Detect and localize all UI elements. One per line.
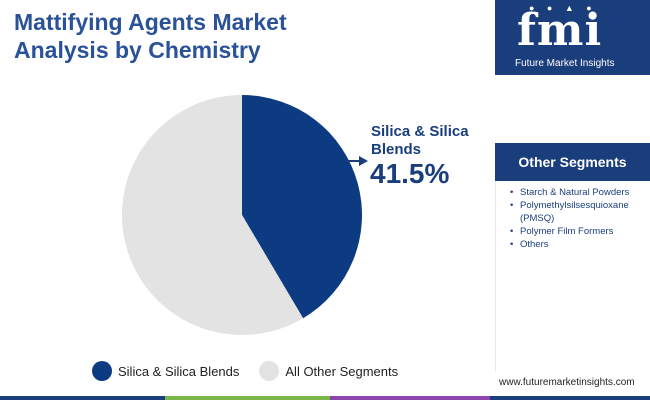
pie-chart-svg xyxy=(122,95,368,335)
callout-value: 41.5% xyxy=(370,158,450,189)
legend-item-other: All Other Segments xyxy=(259,361,398,381)
legend-swatch-silica xyxy=(92,361,112,381)
callout-arrow-head xyxy=(359,156,368,166)
legend-item-silica: Silica & Silica Blends xyxy=(92,361,239,381)
segment-item: Polymer Film Formers xyxy=(510,225,650,238)
fmi-logo: ● ● ▲ ● fmi Future Market Insights xyxy=(495,0,650,75)
chart-title: Mattifying Agents Market Analysis by Che… xyxy=(14,8,484,64)
legend-swatch-other xyxy=(259,361,280,381)
segments-title: Other Segments xyxy=(495,143,650,181)
segments-list: Starch & Natural Powders Polymethylsilse… xyxy=(496,181,650,251)
bottom-bar-segment xyxy=(165,396,330,400)
segment-item: Starch & Natural Powders xyxy=(510,186,650,199)
logo-caption: Future Market Insights xyxy=(515,58,615,69)
website-url[interactable]: www.futuremarketinsights.com xyxy=(499,377,635,388)
title-line-2: Analysis by Chemistry xyxy=(14,37,261,63)
pie-slice-silica xyxy=(242,95,363,319)
bottom-bar-segment xyxy=(490,396,650,400)
pie-chart xyxy=(122,95,368,335)
bottom-bar-segment xyxy=(330,396,490,400)
legend-label-silica: Silica & Silica Blends xyxy=(118,363,240,379)
bottom-bar-segment xyxy=(0,396,165,400)
segment-item: Others xyxy=(510,238,650,251)
legend-label-other: All Other Segments xyxy=(285,363,399,379)
logo-letters: fmi xyxy=(517,5,603,56)
chart-legend: Silica & Silica Blends All Other Segment… xyxy=(92,360,418,382)
segments-box: Starch & Natural Powders Polymethylsilse… xyxy=(495,181,650,371)
title-line-1: Mattifying Agents Market xyxy=(14,9,287,35)
segment-item: Polymethylsilsesquioxane (PMSQ) xyxy=(510,199,650,225)
callout-label: Silica & Silica Blends xyxy=(371,123,469,158)
pie-slice-other xyxy=(122,95,304,335)
bottom-color-bar xyxy=(0,396,650,400)
sidebar: ● ● ▲ ● fmi Future Market Insights Other… xyxy=(495,0,650,400)
logo-icons: ● ● ▲ ● xyxy=(529,3,597,13)
